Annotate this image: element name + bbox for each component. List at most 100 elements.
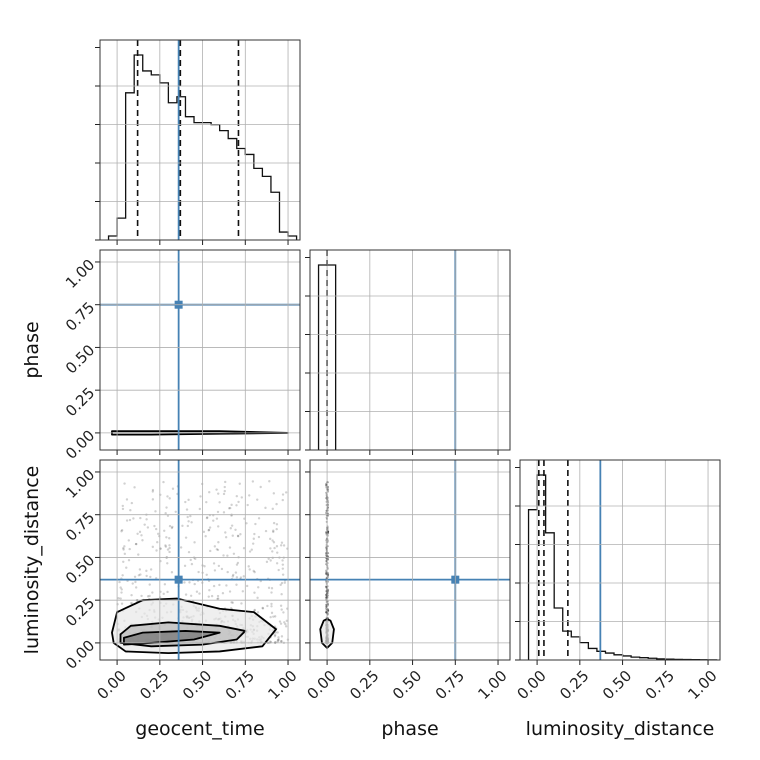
scatter-point — [279, 640, 283, 643]
panel-hist-phase — [305, 249, 511, 455]
panel-hist-geocent-time — [95, 39, 301, 245]
scatter-point — [236, 561, 240, 565]
scatter-point — [208, 526, 212, 529]
scatter-point — [228, 590, 232, 593]
scatter-point — [138, 530, 142, 534]
scatter-point — [218, 583, 221, 587]
scatter-point — [256, 611, 260, 614]
scatter-point — [125, 498, 129, 501]
scatter-point — [217, 525, 220, 528]
scatter-point — [272, 521, 276, 525]
scatter-point — [270, 591, 273, 594]
scatter-point — [145, 574, 148, 578]
scatter-point — [168, 544, 171, 547]
scatter-point — [324, 484, 328, 487]
scatter-point — [213, 569, 217, 572]
scatter-point — [168, 537, 171, 540]
scatter-point — [222, 554, 225, 557]
scatter-point — [135, 542, 138, 546]
y-axis-label-luminosity-distance: luminosity_distance — [21, 466, 43, 655]
scatter-point — [268, 537, 272, 541]
x-tick-label: 0.00 — [93, 667, 129, 703]
scatter-point — [253, 570, 256, 574]
scatter-point — [165, 506, 168, 509]
scatter-point — [282, 611, 285, 614]
scatter-point — [205, 573, 208, 576]
scatter-point — [225, 584, 228, 587]
scatter-point — [133, 486, 136, 489]
scatter-point — [194, 557, 197, 561]
x-tick-label: 0.25 — [556, 667, 592, 703]
scatter-point — [253, 591, 256, 594]
scatter-point — [226, 554, 229, 557]
scatter-point — [281, 563, 285, 566]
scatter-point — [285, 619, 289, 623]
scatter-point — [326, 609, 330, 613]
scatter-point — [265, 560, 269, 564]
scatter-point — [210, 594, 214, 598]
x-tick-label: 0.50 — [599, 667, 635, 703]
scatter-point — [119, 586, 122, 589]
scatter-point — [275, 545, 279, 548]
scatter-point — [273, 634, 277, 638]
scatter-point — [217, 492, 220, 495]
scatter-point — [153, 524, 156, 528]
scatter-point — [168, 546, 171, 550]
scatter-point — [284, 625, 288, 628]
scatter-point — [164, 544, 167, 547]
scatter-point — [133, 575, 137, 579]
scatter-point — [187, 550, 191, 554]
scatter-point — [224, 536, 228, 539]
scatter-point — [120, 588, 123, 591]
scatter-point — [325, 593, 328, 597]
scatter-point — [156, 541, 159, 544]
scatter-point — [148, 583, 151, 586]
scatter-point — [228, 506, 232, 510]
scatter-point — [121, 507, 125, 511]
scatter-point — [230, 524, 234, 527]
scatter-point — [324, 546, 328, 549]
scatter-point — [127, 559, 131, 562]
scatter-point — [235, 576, 239, 579]
panel-geocent-time-vs-luminosity-distance: 0.000.000.250.250.500.500.750.751.001.00 — [62, 459, 301, 703]
scatter-point — [264, 506, 267, 510]
scatter-point — [184, 593, 188, 596]
scatter-point — [145, 569, 148, 573]
scatter-point — [195, 590, 199, 593]
scatter-point — [213, 545, 217, 548]
scatter-point — [120, 530, 123, 533]
scatter-point — [216, 597, 220, 600]
scatter-point — [131, 582, 134, 585]
scatter-point — [197, 570, 200, 574]
x-tick-label: 0.50 — [389, 667, 425, 703]
scatter-point — [203, 565, 206, 568]
scatter-point — [123, 552, 127, 556]
scatter-point — [274, 633, 277, 637]
scatter-point — [279, 604, 283, 607]
scatter-point — [281, 573, 285, 576]
scatter-point — [279, 622, 283, 625]
scatter-point — [218, 501, 221, 504]
x-tick-label: 1.00 — [264, 667, 300, 703]
scatter-point — [280, 541, 284, 544]
panel-frame — [309, 249, 511, 451]
grid — [100, 250, 300, 450]
scatter-point — [171, 487, 175, 490]
x-tick-label: 0.00 — [303, 667, 339, 703]
scatter-point — [272, 615, 275, 618]
scatter-point — [170, 571, 174, 574]
scatter-point — [232, 552, 236, 555]
scatter-point — [235, 583, 238, 586]
scatter-point — [256, 596, 259, 600]
scatter-point — [212, 519, 215, 522]
scatter-point — [238, 482, 241, 485]
scatter-point — [220, 567, 224, 571]
panel-frame — [99, 459, 301, 661]
scatter-point — [208, 491, 211, 494]
scatter-point — [257, 535, 261, 539]
scatter-point — [229, 527, 232, 530]
scatter-point — [280, 581, 284, 585]
scatter-point — [227, 507, 231, 510]
scatter-point — [151, 545, 155, 549]
